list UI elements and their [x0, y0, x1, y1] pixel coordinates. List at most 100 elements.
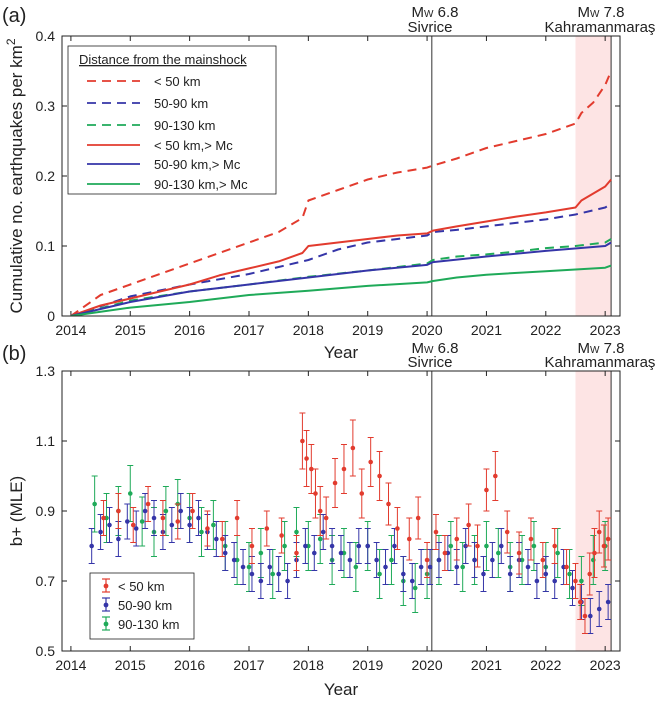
legend-label-b-90-130: 90-130 km	[118, 617, 179, 632]
panel-b-x-tick-labels: 2014 2015 2016 2017 2018 2019 2020 2021 2022 2023	[55, 657, 621, 673]
errorbar-point-s0-15	[303, 430, 310, 487]
errorbar-point-s1-2	[106, 507, 113, 543]
errorbar-point-s1-43	[471, 542, 478, 578]
legend-label-b-lt50: < 50 km	[118, 579, 165, 594]
errorbar-point-s0-26	[385, 482, 392, 526]
panel-a-legend: Distance from the mainshock < 50 km 50-9…	[67, 45, 277, 195]
panel-a-legend-items: < 50 km 50-90 km 90-130 km < 50 km,> Mc …	[87, 74, 248, 192]
errorbar-point-s2-22	[352, 542, 359, 592]
errorbar-point-s0-36	[483, 468, 490, 512]
a-xtick-label-2014: 2014	[55, 322, 86, 338]
errorbar-point-s0-31	[432, 514, 439, 550]
legend-label-90-130-dashed: 90-130 km	[154, 118, 215, 133]
errorbar-point-s1-17	[240, 549, 247, 585]
errorbar-point-s1-46	[498, 528, 505, 564]
panel-a-event-mag-kahramanmaras: MW 7.8	[578, 4, 625, 21]
errorbar-point-s2-21	[340, 528, 347, 578]
errorbar-point-s1-6	[142, 493, 149, 529]
panel-b-label: (b)	[2, 343, 26, 365]
errorbar-point-s1-21	[275, 556, 282, 592]
b-xtick-label-2020: 2020	[411, 657, 442, 673]
errorbar-point-s1-22	[284, 563, 291, 599]
a-xtick-label-2020: 2020	[411, 322, 442, 338]
errorbar-point-s0-12	[278, 517, 285, 554]
series-line-4	[70, 241, 612, 316]
b-xtick-label-2017: 2017	[233, 657, 264, 673]
errorbar-point-s0-39	[516, 531, 523, 575]
series-line-5	[70, 264, 612, 316]
panel-a-legend-box	[67, 45, 277, 195]
errorbar-point-s0-25	[376, 451, 383, 501]
errorbar-point-s1-26	[320, 514, 327, 550]
errorbar-point-s1-9	[168, 507, 175, 543]
errorbar-point-s0-17	[312, 468, 319, 519]
errorbar-point-s1-0	[88, 528, 95, 564]
a-xtick-label-2019: 2019	[352, 322, 383, 338]
errorbar-point-s0-29	[415, 496, 422, 540]
legend-swatch-90-130	[102, 616, 110, 631]
b-xtick-label-2016: 2016	[174, 657, 205, 673]
errorbar-point-s0-14	[299, 412, 306, 470]
errorbar-point-s1-56	[587, 598, 594, 634]
errorbar-point-s0-51	[605, 517, 612, 561]
errorbar-point-s1-30	[355, 528, 362, 564]
errorbar-point-s1-45	[489, 542, 496, 578]
panel-a-y-axis-label: Cumulative no. earthquakes per km2	[4, 38, 26, 313]
errorbar-point-s0-24	[367, 437, 374, 487]
errorbar-point-s0-40	[527, 517, 534, 561]
errorbar-point-s2-37	[530, 521, 537, 571]
panel-b-y-tick-labels: 0.5 0.7 0.9 1.1 1.3	[36, 363, 56, 659]
errorbar-point-s1-51	[542, 556, 549, 592]
errorbar-point-s2-27	[412, 563, 419, 613]
errorbar-point-s2-3	[127, 465, 134, 522]
errorbar-point-s1-27	[329, 528, 336, 564]
errorbar-point-s1-32	[373, 542, 380, 578]
errorbar-point-s0-3	[145, 486, 152, 522]
panel-b-event-mag-sivrice: MW 6.8	[412, 340, 459, 357]
panel-a-frame	[61, 35, 621, 317]
errorbar-point-s2-24	[376, 549, 383, 599]
b-ytick-label-2: 0.9	[36, 503, 56, 519]
errorbar-point-s2-40	[566, 549, 573, 599]
errorbar-point-s0-22	[349, 419, 356, 477]
errorbar-point-s2-4	[139, 496, 146, 547]
errorbar-point-s1-39	[435, 542, 442, 578]
errorbar-point-s1-33	[382, 549, 389, 585]
errorbar-point-s0-6	[189, 493, 196, 529]
errorbar-point-s0-11	[263, 510, 270, 547]
series-line-1	[70, 203, 612, 316]
a-xtick-label-2022: 2022	[530, 322, 561, 338]
errorbar-point-s1-38	[427, 549, 434, 585]
errorbar-point-s0-37	[492, 451, 499, 501]
errorbar-point-s0-42	[551, 528, 558, 564]
panel-b-x-axis-label: Year	[324, 680, 359, 699]
errorbar-point-s0-10	[248, 528, 255, 564]
errorbar-point-s1-10	[177, 493, 184, 529]
errorbar-point-s0-38	[504, 510, 511, 554]
a-xtick-label-2015: 2015	[115, 322, 146, 338]
legend-swatch-50-90	[102, 597, 110, 612]
errorbar-point-s0-28	[406, 517, 413, 561]
legend-label-50-90-dashed: 50-90 km	[154, 96, 208, 111]
b-ytick-label-4: 1.3	[36, 363, 56, 379]
errorbar-point-s1-58	[605, 584, 612, 620]
legend-label-lt50-dashed: < 50 km	[154, 74, 201, 89]
errorbar-point-s0-43	[563, 549, 570, 585]
errorbar-point-s0-23	[358, 468, 365, 519]
errorbar-point-s1-11	[186, 507, 193, 543]
errorbar-point-s1-5	[133, 510, 140, 547]
errorbar-point-s2-31	[459, 542, 466, 592]
errorbar-point-s0-18	[317, 486, 324, 536]
errorbar-point-s0-2	[130, 507, 137, 543]
a-ytick-label-2: 0.2	[36, 168, 56, 184]
panel-a-event-name-kahramanmaras: Kahramanmaraş	[545, 19, 656, 36]
errorbar-point-s1-47	[507, 556, 514, 592]
a-xtick-label-2021: 2021	[471, 322, 502, 338]
errorbar-point-s0-0	[100, 500, 107, 536]
errorbar-point-s0-20	[332, 458, 339, 508]
errorbar-point-s1-31	[364, 528, 371, 564]
legend-label-b-50-90: 50-90 km	[118, 598, 172, 613]
errorbar-point-s1-50	[533, 563, 540, 599]
errorbar-point-s1-7	[151, 500, 158, 536]
